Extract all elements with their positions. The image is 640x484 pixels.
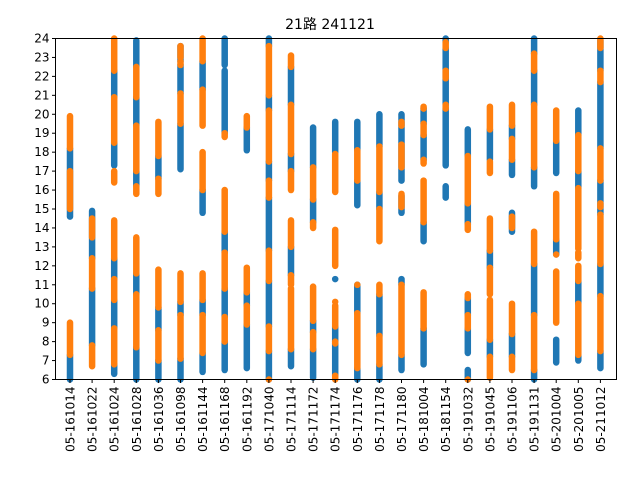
- x-tick-label: 05-191045: [483, 387, 497, 452]
- x-tick-label: 05-191032: [461, 387, 475, 452]
- y-tick-label: 7: [42, 354, 50, 368]
- y-tick-label: 18: [34, 145, 49, 159]
- x-tick-label: 05-191106: [506, 387, 520, 452]
- x-tick-label: 05-171040: [262, 387, 276, 452]
- x-tick-label: 05-181154: [439, 387, 453, 452]
- y-tick-label: 9: [42, 316, 50, 330]
- y-axis: 6 7 8 9 10 11 12 13 14 15 16 17 18 19 20 21 22 23 24: [34, 32, 56, 387]
- y-tick-label: 12: [34, 259, 49, 273]
- y-tick-label: 19: [34, 126, 49, 140]
- y-tick-label: 20: [34, 107, 49, 121]
- x-tick-label: 05-201004: [550, 387, 564, 452]
- y-tick-label: 21: [34, 88, 49, 102]
- plot-marks: [66, 35, 604, 383]
- x-tick-label: 05-171176: [351, 387, 365, 452]
- x-tick-label: 05-161168: [218, 387, 232, 452]
- x-tick-label: 05-191131: [528, 387, 542, 452]
- y-tick-label: 15: [34, 202, 49, 216]
- y-tick-label: 13: [34, 240, 49, 254]
- x-tick-label: 05-171172: [307, 387, 321, 452]
- x-tick-label: 05-171180: [395, 387, 409, 452]
- x-axis: 05-161014 05-161022 05-161024 05-161028 05-1…: [64, 379, 608, 452]
- y-tick-label: 11: [34, 278, 49, 292]
- x-tick-label: 05-171114: [285, 387, 299, 452]
- y-tick-label: 16: [34, 183, 49, 197]
- x-tick-label: 05-161022: [86, 387, 100, 452]
- y-tick-label: 14: [34, 221, 49, 235]
- x-tick-label: 05-161098: [174, 387, 188, 452]
- x-tick-label: 05-161024: [108, 387, 122, 452]
- y-tick-label: 23: [34, 50, 49, 64]
- x-tick-label: 05-181004: [417, 387, 431, 452]
- y-tick-label: 6: [42, 373, 50, 387]
- chart-title: 21路 241121: [285, 17, 375, 33]
- y-tick-label: 8: [42, 335, 50, 349]
- x-tick-label: 05-171178: [373, 387, 387, 452]
- y-tick-label: 24: [34, 32, 49, 46]
- x-tick-label: 05-161192: [240, 387, 254, 452]
- x-tick-label: 05-171174: [329, 387, 343, 452]
- y-tick-label: 17: [34, 164, 49, 178]
- x-tick-label: 05-161028: [130, 387, 144, 452]
- x-tick-label: 05-161036: [152, 387, 166, 452]
- x-tick-label: 05-211012: [594, 387, 608, 452]
- y-tick-label: 22: [34, 69, 49, 83]
- x-tick-label: 05-161144: [196, 387, 210, 452]
- x-tick-label: 05-201005: [572, 387, 586, 452]
- x-tick-label: 05-161014: [64, 387, 78, 452]
- y-tick-label: 10: [34, 297, 49, 311]
